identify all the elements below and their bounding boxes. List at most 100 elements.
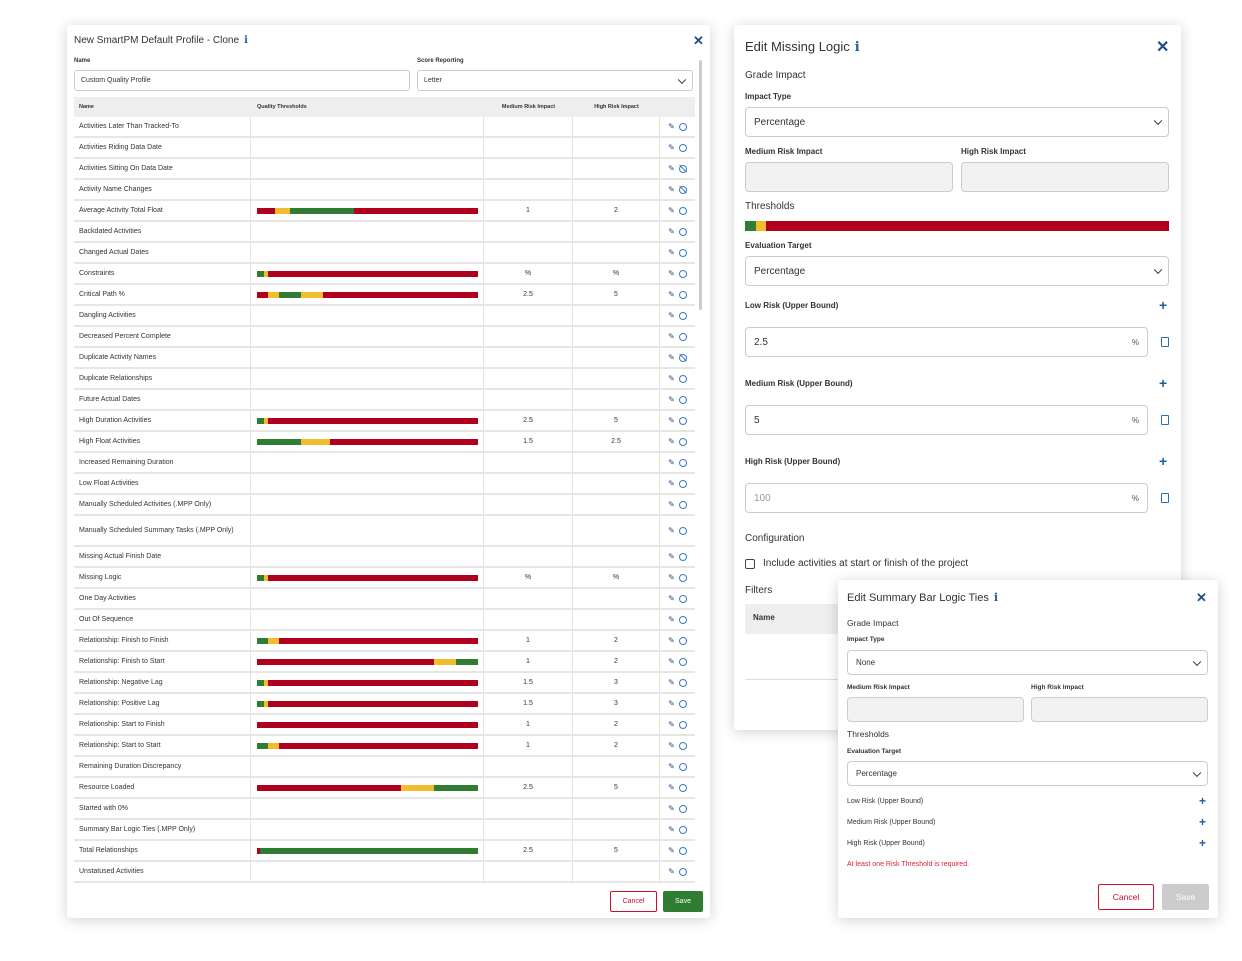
eye-icon[interactable] [678, 269, 687, 278]
pencil-icon[interactable]: ✎ [668, 846, 675, 855]
cancel-button[interactable]: Cancel [610, 891, 657, 912]
eye-icon[interactable] [678, 311, 687, 320]
add-high-risk-icon[interactable]: + [1199, 836, 1207, 850]
pencil-icon[interactable]: ✎ [668, 699, 675, 708]
pencil-icon[interactable]: ✎ [668, 762, 675, 771]
pencil-icon[interactable]: ✎ [668, 143, 675, 152]
pencil-icon[interactable]: ✎ [668, 594, 675, 603]
pencil-icon[interactable]: ✎ [668, 867, 675, 876]
eye-icon[interactable] [678, 615, 687, 624]
pencil-icon[interactable]: ✎ [668, 332, 675, 341]
pencil-icon[interactable]: ✎ [668, 783, 675, 792]
pencil-icon[interactable]: ✎ [668, 825, 675, 834]
pencil-icon[interactable]: ✎ [668, 437, 675, 446]
medium-impact-input[interactable] [745, 162, 953, 192]
pencil-icon[interactable]: ✎ [668, 164, 675, 173]
pencil-icon[interactable]: ✎ [668, 185, 675, 194]
high-impact-input[interactable] [961, 162, 1169, 192]
close-icon[interactable]: ✕ [693, 33, 704, 48]
medium-impact-input[interactable] [847, 697, 1024, 722]
add-low-risk-icon[interactable]: + [1199, 794, 1207, 808]
pencil-icon[interactable]: ✎ [668, 552, 675, 561]
pencil-icon[interactable]: ✎ [668, 804, 675, 813]
evaluation-target-select[interactable]: Percentage [745, 256, 1169, 286]
eye-icon[interactable] [678, 867, 687, 876]
pencil-icon[interactable]: ✎ [668, 636, 675, 645]
eye-icon[interactable] [678, 458, 687, 467]
info-icon[interactable]: i [854, 40, 860, 55]
eye-icon[interactable] [678, 678, 687, 687]
add-medium-risk-icon[interactable]: + [1199, 815, 1207, 829]
trash-icon[interactable] [1161, 415, 1169, 425]
eye-icon[interactable] [678, 573, 687, 582]
eye-icon[interactable] [678, 248, 687, 257]
pencil-icon[interactable]: ✎ [668, 458, 675, 467]
high-risk-input[interactable]: 100% [745, 483, 1148, 513]
pencil-icon[interactable]: ✎ [668, 311, 675, 320]
eye-icon[interactable] [678, 783, 687, 792]
impact-type-select[interactable]: None [847, 650, 1208, 675]
eye-icon[interactable] [678, 657, 687, 666]
eye-icon[interactable] [678, 500, 687, 509]
close-icon[interactable]: ✕ [1156, 39, 1170, 56]
eye-icon[interactable] [678, 720, 687, 729]
info-icon[interactable]: i [244, 35, 248, 46]
cancel-button[interactable]: Cancel [1098, 884, 1154, 910]
trash-icon[interactable] [1161, 493, 1169, 503]
eye-icon[interactable] [678, 122, 687, 131]
info-icon[interactable]: i [993, 591, 999, 604]
pencil-icon[interactable]: ✎ [668, 374, 675, 383]
eye-icon[interactable] [678, 374, 687, 383]
eye-icon[interactable] [678, 290, 687, 299]
add-high-risk-icon[interactable]: + [1159, 453, 1168, 469]
trash-icon[interactable] [1161, 337, 1169, 347]
evaluation-target-select[interactable]: Percentage [847, 761, 1208, 786]
pencil-icon[interactable]: ✎ [668, 227, 675, 236]
high-impact-input[interactable] [1031, 697, 1208, 722]
eye-icon[interactable] [678, 846, 687, 855]
pencil-icon[interactable]: ✎ [668, 678, 675, 687]
pencil-icon[interactable]: ✎ [668, 206, 675, 215]
pencil-icon[interactable]: ✎ [668, 416, 675, 425]
eye-icon[interactable] [678, 227, 687, 236]
eye-icon[interactable] [678, 804, 687, 813]
eye-icon[interactable] [678, 594, 687, 603]
eye-slash-icon[interactable] [678, 164, 687, 173]
eye-icon[interactable] [678, 332, 687, 341]
low-risk-input[interactable]: 2.5% [745, 327, 1148, 357]
eye-icon[interactable] [678, 741, 687, 750]
eye-icon[interactable] [678, 143, 687, 152]
pencil-icon[interactable]: ✎ [668, 720, 675, 729]
pencil-icon[interactable]: ✎ [668, 526, 675, 535]
eye-slash-icon[interactable] [678, 185, 687, 194]
include-checkbox[interactable] [745, 559, 755, 569]
pencil-icon[interactable]: ✎ [668, 573, 675, 582]
eye-slash-icon[interactable] [678, 353, 687, 362]
pencil-icon[interactable]: ✎ [668, 269, 675, 278]
eye-icon[interactable] [678, 699, 687, 708]
pencil-icon[interactable]: ✎ [668, 479, 675, 488]
save-button-disabled[interactable]: Save [1162, 884, 1209, 910]
eye-icon[interactable] [678, 395, 687, 404]
pencil-icon[interactable]: ✎ [668, 248, 675, 257]
eye-icon[interactable] [678, 825, 687, 834]
close-icon[interactable]: ✕ [1196, 590, 1207, 605]
impact-type-select[interactable]: Percentage [745, 107, 1169, 137]
pencil-icon[interactable]: ✎ [668, 657, 675, 666]
eye-icon[interactable] [678, 526, 687, 535]
pencil-icon[interactable]: ✎ [668, 741, 675, 750]
pencil-icon[interactable]: ✎ [668, 353, 675, 362]
add-low-risk-icon[interactable]: + [1159, 297, 1168, 313]
eye-icon[interactable] [678, 636, 687, 645]
add-medium-risk-icon[interactable]: + [1159, 375, 1168, 391]
save-button[interactable]: Save [663, 891, 703, 912]
scrollbar[interactable] [699, 60, 702, 310]
pencil-icon[interactable]: ✎ [668, 395, 675, 404]
eye-icon[interactable] [678, 762, 687, 771]
pencil-icon[interactable]: ✎ [668, 615, 675, 624]
name-input[interactable]: Custom Quality Profile [74, 70, 410, 91]
pencil-icon[interactable]: ✎ [668, 290, 675, 299]
medium-risk-input[interactable]: 5% [745, 405, 1148, 435]
pencil-icon[interactable]: ✎ [668, 500, 675, 509]
eye-icon[interactable] [678, 437, 687, 446]
